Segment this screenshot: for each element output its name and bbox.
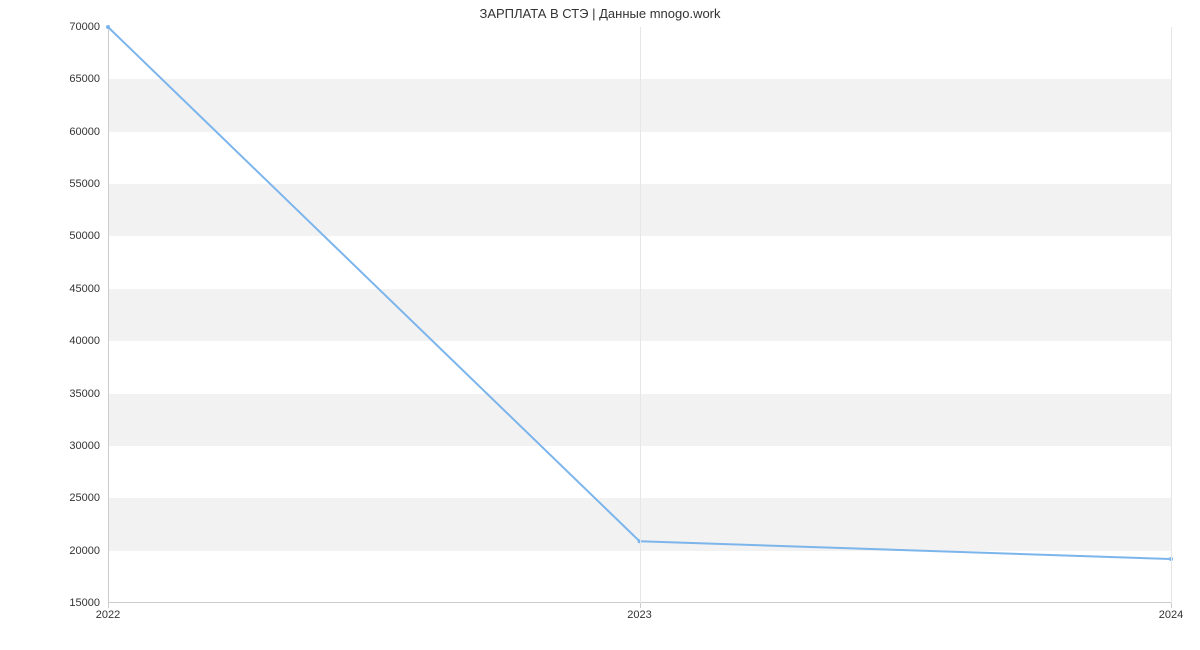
x-grid-line	[1171, 27, 1172, 603]
y-tick-label: 35000	[69, 388, 108, 400]
y-tick-label: 70000	[69, 21, 108, 33]
y-tick-label: 45000	[69, 283, 108, 295]
chart-container: ЗАРПЛАТА В СТЭ | Данные mnogo.work 15000…	[0, 0, 1200, 650]
y-tick-label: 40000	[69, 335, 108, 347]
y-tick-label: 65000	[69, 73, 108, 85]
x-tick-mark	[1171, 603, 1172, 608]
y-tick-label: 50000	[69, 230, 108, 242]
y-tick-label: 60000	[69, 126, 108, 138]
x-grid-line	[640, 27, 641, 603]
x-tick-mark	[108, 603, 109, 608]
y-tick-label: 20000	[69, 545, 108, 557]
y-tick-label: 55000	[69, 178, 108, 190]
y-tick-label: 30000	[69, 440, 108, 452]
x-tick-mark	[640, 603, 641, 608]
chart-title: ЗАРПЛАТА В СТЭ | Данные mnogo.work	[0, 6, 1200, 21]
plot-area: 1500020000250003000035000400004500050000…	[108, 27, 1171, 603]
y-tick-label: 25000	[69, 492, 108, 504]
